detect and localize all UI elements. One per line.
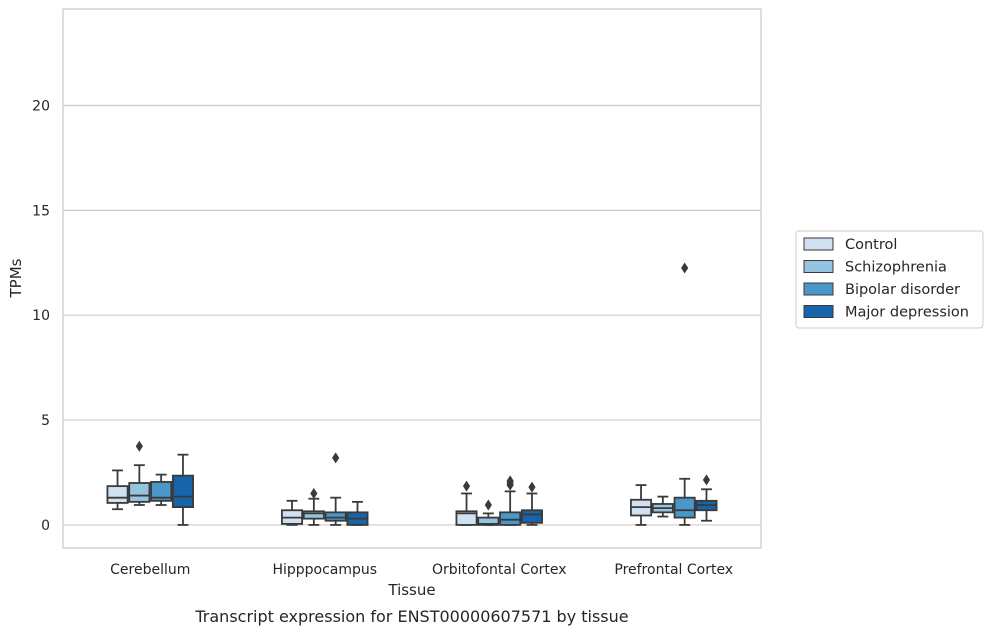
legend-swatch	[803, 282, 834, 296]
outlier-point	[135, 440, 143, 452]
x-tick-label: Prefrontal Cortex	[614, 562, 733, 578]
outlier-point	[462, 480, 471, 492]
legend-frame	[795, 230, 984, 329]
box	[695, 474, 718, 522]
plot-frame	[62, 8, 762, 549]
box	[455, 480, 478, 526]
box	[150, 473, 173, 506]
x-tick-label: Cerebellum	[110, 562, 190, 578]
box-series	[106, 262, 718, 526]
y-tick-label: 20	[32, 98, 50, 114]
series-bipolar-disorder	[150, 262, 696, 526]
outlier-point	[528, 481, 536, 493]
box-body	[106, 485, 129, 504]
box-body	[477, 516, 500, 526]
y-tick-label: 0	[41, 518, 50, 534]
outlier-point	[484, 499, 492, 511]
box-body	[150, 481, 173, 502]
y-axis-title: TPMs	[7, 258, 25, 298]
outlier-point	[310, 487, 318, 499]
x-axis-title: Tissue	[387, 581, 435, 599]
outlier-point	[681, 262, 689, 274]
box	[520, 481, 543, 526]
legend: Control Schizophrenia Bipolar disorder Majo…	[795, 230, 984, 329]
box	[281, 499, 304, 526]
legend-swatch	[803, 305, 834, 318]
legend-label: Bipolar disorder	[845, 282, 960, 298]
box-body	[128, 482, 151, 503]
box-body	[455, 510, 478, 526]
series-major-depression	[171, 453, 718, 526]
legend-label: Control	[845, 237, 897, 253]
y-tick-label: 5	[41, 413, 50, 429]
box	[302, 487, 325, 526]
outlier-point	[506, 475, 514, 487]
box	[673, 262, 696, 526]
box-body	[520, 509, 543, 524]
series-schizophrenia	[128, 440, 674, 526]
box	[324, 452, 347, 526]
box-body	[499, 511, 522, 526]
box-body	[171, 474, 194, 509]
box-body	[324, 511, 347, 522]
y-tick-labels: 0 5 10 15 20	[32, 98, 50, 533]
y-tick-label: 15	[32, 203, 50, 219]
legend-swatch	[803, 260, 834, 273]
y-tick-label: 10	[32, 308, 50, 324]
box	[630, 484, 653, 526]
chart-caption: Transcript expression for ENST0000060757…	[194, 607, 628, 626]
x-tick-labels: Cerebellum Hipppocampus Orbitofontal Corte…	[110, 562, 733, 578]
box	[477, 499, 500, 526]
box	[171, 453, 194, 526]
box	[651, 495, 674, 518]
legend-label: Major depression	[845, 305, 969, 321]
legend-label: Schizophrenia	[845, 260, 947, 276]
box	[128, 440, 151, 506]
outlier-point	[332, 452, 340, 464]
box	[106, 469, 129, 511]
box	[499, 475, 522, 526]
outlier-point	[702, 474, 711, 486]
legend-swatch	[803, 237, 834, 251]
box	[346, 500, 369, 526]
box-body	[302, 510, 325, 520]
x-tick-label: Hipppocampus	[272, 562, 377, 578]
x-tick-label: Orbitofontal Cortex	[432, 562, 567, 578]
box-body	[673, 496, 696, 519]
series-control	[106, 469, 653, 526]
